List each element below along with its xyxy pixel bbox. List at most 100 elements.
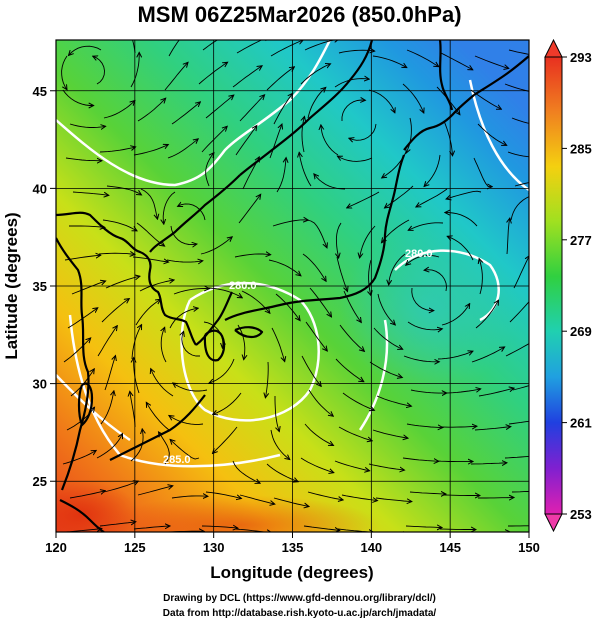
coastline-hokkaido — [403, 94, 475, 151]
streamline-arrow — [307, 491, 343, 500]
streamline-arrow — [504, 83, 529, 92]
streamline-arrow — [170, 225, 197, 245]
streamline-arrow — [443, 120, 453, 156]
coastline-shikoku — [234, 326, 264, 339]
streamline-arrow — [302, 116, 305, 153]
streamline-arrow — [376, 395, 411, 406]
streamline-arrow — [508, 49, 529, 55]
streamline-arrow — [436, 461, 473, 462]
colorbar-tick-label: 253 — [570, 507, 592, 522]
streamline-arrow — [169, 308, 198, 329]
contour-labels: 280.0 280.0 285.0 — [163, 248, 433, 466]
streamline-arrow — [424, 270, 447, 292]
streamline-arrow — [479, 259, 482, 295]
streamline-arrow — [266, 67, 294, 91]
streamline-arrow — [406, 423, 443, 428]
streamline-arrow — [445, 213, 478, 227]
coastlines — [56, 40, 529, 532]
streamline-arrow — [137, 486, 173, 496]
coastline-kurils — [473, 55, 529, 96]
x-tick-label: 120 — [45, 540, 67, 555]
streamline-arrow — [372, 55, 407, 68]
streamline-arrow — [447, 236, 474, 261]
coastline-korea — [149, 174, 241, 253]
coastline-china — [56, 237, 90, 491]
x-tick-label: 125 — [124, 540, 146, 555]
streamline-arrow — [369, 259, 371, 296]
streamline-arrow — [69, 123, 106, 128]
streamline-arrow — [409, 492, 446, 494]
streamline-arrow — [237, 324, 245, 360]
streamline-arrow — [96, 434, 123, 459]
coastline-honshu — [224, 154, 406, 321]
contour-label: 280.0 — [229, 280, 257, 292]
streamline-arrow — [403, 355, 439, 362]
streamline-arrow — [182, 331, 200, 357]
streamline-arrow — [321, 125, 339, 156]
streamline-arrow — [473, 157, 492, 187]
streamline-arrow — [303, 525, 340, 530]
colorbar: 293 285 277 269 261 253 — [544, 38, 592, 533]
x-tick-label: 135 — [282, 540, 304, 555]
streamline-arrow — [69, 491, 105, 499]
streamline-arrow — [170, 439, 200, 460]
colorbar-bottom-arrow — [544, 513, 563, 533]
streamline-arrow — [270, 40, 303, 57]
streamline-arrow — [299, 152, 312, 187]
streamline-arrow — [133, 526, 170, 530]
streamline-arrow — [385, 185, 414, 208]
streamline-arrow — [173, 383, 208, 392]
streamline-arrow — [178, 204, 206, 221]
streamline-arrow — [477, 123, 507, 145]
streamline-arrow — [135, 299, 161, 326]
streamline-arrow — [373, 327, 403, 349]
streamline-arrow — [130, 52, 139, 88]
streamline-arrow — [406, 254, 440, 265]
streamline-arrow — [504, 455, 529, 459]
streamline-arrow — [300, 64, 331, 85]
streamline-arrow — [272, 220, 308, 227]
streamline-arrow — [97, 326, 117, 357]
streamline-arrow — [305, 321, 327, 351]
streamline-arrow — [308, 389, 333, 416]
streamline-arrow — [507, 151, 529, 158]
streamline-arrow — [235, 528, 272, 532]
streamline-arrow — [232, 66, 262, 88]
streamline-arrow — [334, 460, 370, 471]
streamline-arrow — [339, 324, 364, 351]
streamline-arrow — [411, 287, 434, 311]
streamline-arrow — [349, 123, 377, 140]
streamline-arrow — [198, 62, 228, 85]
streamline-arrow — [239, 494, 275, 504]
streamline-arrow — [389, 253, 406, 285]
streamline-arrow — [508, 420, 529, 425]
x-tick-label: 140 — [360, 540, 382, 555]
streamline-arrow — [342, 392, 374, 410]
streamline-arrow — [512, 385, 529, 391]
contour-line — [358, 319, 389, 431]
streamline-arrow — [200, 237, 232, 255]
streamline-arrow — [416, 188, 448, 207]
streamline-arrow — [406, 117, 412, 153]
streamline-arrow — [410, 389, 447, 393]
streamline-arrow — [475, 300, 499, 329]
streamline-arrow — [93, 56, 105, 85]
streamline-arrow — [509, 301, 529, 323]
streamline-arrow — [139, 280, 174, 292]
streamline-arrow — [140, 188, 158, 219]
credit-line-data: Data from http://database.rish.kyoto-u.a… — [162, 608, 437, 619]
streamline-arrow — [307, 87, 326, 119]
streamline-arrow — [510, 194, 529, 221]
streamline-arrow — [513, 256, 529, 289]
streamline-arrow — [102, 219, 137, 231]
streamline-arrow — [132, 40, 136, 54]
streamline-arrow — [474, 427, 511, 431]
streamline-arrow — [368, 89, 395, 113]
streamline-arrow — [171, 496, 208, 498]
streamline-arrow — [341, 100, 365, 121]
streamline-arrow — [335, 358, 364, 382]
streamline-arrow — [300, 457, 334, 473]
streamline-arrow — [439, 529, 476, 530]
streamline-arrow — [406, 49, 439, 67]
streamline-arrow — [270, 531, 274, 532]
